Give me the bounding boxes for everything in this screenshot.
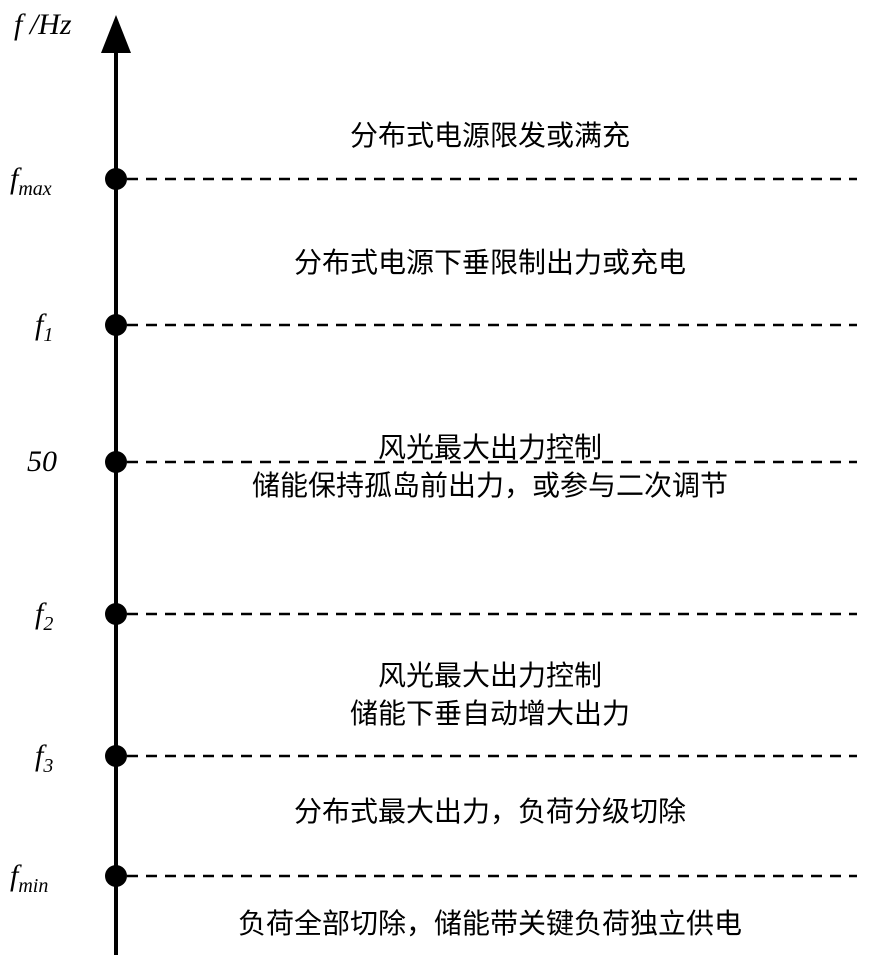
tick-label-sub-f1: 1 [43,324,53,346]
tick-dot-50 [105,451,127,473]
tick-label-fmax: fmax [10,162,52,201]
tick-dot-f2 [105,603,127,625]
region-label-5: 负荷全部切除，储能带关键负荷独立供电 [130,906,850,944]
tick-label-sub-fmin: min [18,875,48,897]
tick-label-f3: f3 [35,739,53,778]
region-label-1: 分布式电源下垂限制出力或充电 [130,245,850,283]
region-label-line1-2: 风光最大出力控制 [130,430,850,468]
tick-label-sub-f2: 2 [43,613,53,635]
tick-dot-f1 [105,314,127,336]
region-label-line2-2: 储能保持孤岛前出力，或参与二次调节 [130,468,850,506]
tick-dot-fmax [105,168,127,190]
region-label-line1-1: 分布式电源下垂限制出力或充电 [130,245,850,283]
region-label-2: 风光最大出力控制储能保持孤岛前出力，或参与二次调节 [130,430,850,506]
region-label-line1-4: 分布式最大出力，负荷分级切除 [130,794,850,832]
tick-label-fmin: fmin [10,859,48,898]
frequency-axis-diagram: f /Hz fmax f1 50 f2 f3 fmin 分布式电源限发或满充分布式电源下垂… [0,0,873,956]
region-label-3: 风光最大出力控制储能下垂自动增大出力 [130,658,850,734]
tick-label-sub-f3: 3 [43,755,53,777]
region-label-line2-3: 储能下垂自动增大出力 [130,696,850,734]
region-label-4: 分布式最大出力，负荷分级切除 [130,794,850,832]
region-label-line1-5: 负荷全部切除，储能带关键负荷独立供电 [130,906,850,944]
tick-dot-fmin [105,865,127,887]
tick-label-sub-fmax: max [18,178,51,200]
tick-label-f2: f2 [35,597,53,636]
tick-label-f1: f1 [35,308,53,347]
region-label-line1-3: 风光最大出力控制 [130,658,850,696]
tick-label-50: 50 [27,445,57,479]
region-label-0: 分布式电源限发或满充 [130,118,850,156]
region-label-line1-0: 分布式电源限发或满充 [130,118,850,156]
axis-label: f /Hz [14,8,72,42]
tick-dot-f3 [105,745,127,767]
